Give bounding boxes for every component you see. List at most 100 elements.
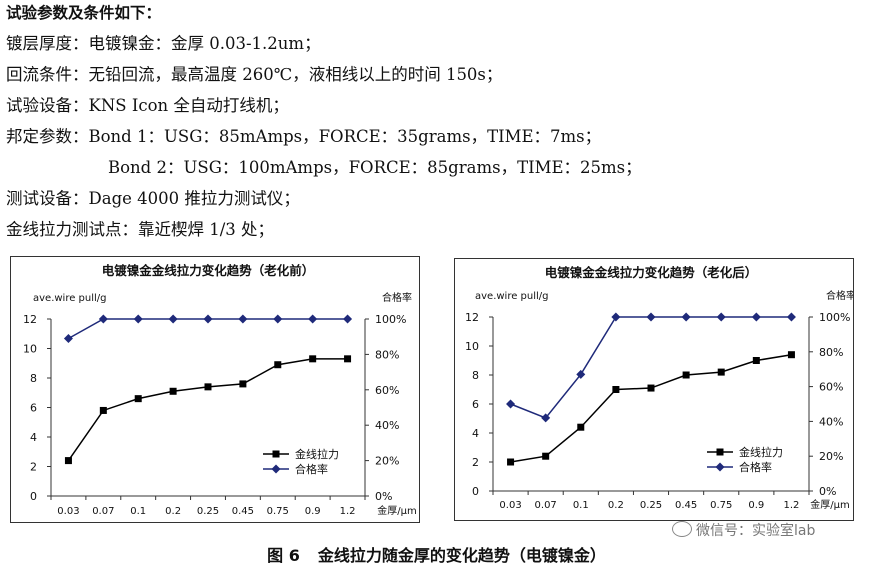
x-tick-label: 0.9 <box>305 506 321 517</box>
data-point-series-2 <box>273 314 283 324</box>
y-tick-label: 12 <box>465 311 479 324</box>
text-line-reflow: 回流条件：无铅回流，最高温度 260℃，液相线以上的时间 150s； <box>6 65 503 84</box>
y-tick-label: 0 <box>30 490 37 503</box>
x-tick-label: 0.07 <box>92 506 114 517</box>
chart-after-aging-svg: 电镀镍金金线拉力变化趋势（老化后） ave.wire pull/g 合格率 0 2 4 6 8… <box>465 265 853 511</box>
x-tick-label: 0.75 <box>710 500 732 511</box>
y2-axis-label: 合格率 <box>826 289 853 302</box>
y2-tick-label: 60% <box>375 384 399 397</box>
y-tick-label: 0 <box>472 485 479 498</box>
legend-marker <box>715 462 725 472</box>
data-point-series-2 <box>133 314 143 324</box>
watermark: 微信号：实验室lab <box>672 520 815 540</box>
text-line-bond2: Bond 2：USG：100mAmps，FORCE：85grams，TIME：2… <box>108 158 642 177</box>
wechat-logo-icon <box>672 521 692 537</box>
chart-before-aging: 电镀镍金金线拉力变化趋势（老化前） ave.wire pull/g 合格率 0 2 4 6 8… <box>10 256 420 523</box>
watermark-text: 微信号：实验室lab <box>696 523 816 539</box>
y-tick-label: 10 <box>23 343 37 356</box>
y2-tick-label: 0% <box>375 490 392 503</box>
data-point-series-1 <box>682 371 690 379</box>
data-point-series-1 <box>239 380 247 388</box>
y-tick-label: 8 <box>30 372 37 385</box>
data-point-series-2 <box>786 312 796 322</box>
data-point-series-1 <box>274 361 282 369</box>
y2-tick-label: 100% <box>375 313 406 326</box>
data-point-series-1 <box>99 406 107 414</box>
y2-tick-label: 20% <box>375 455 399 468</box>
data-point-series-2 <box>168 314 178 324</box>
data-point-series-1 <box>717 368 725 376</box>
legend-label: 金线拉力 <box>739 445 783 459</box>
legend-label: 合格率 <box>739 460 772 474</box>
data-point-series-1 <box>309 355 317 363</box>
data-point-series-1 <box>344 355 352 363</box>
legend-label: 合格率 <box>295 462 328 476</box>
chart-title: 电镀镍金金线拉力变化趋势（老化前） <box>102 263 315 278</box>
legend-marker <box>271 464 281 474</box>
data-point-series-2 <box>238 314 248 324</box>
x-tick-label: 0.25 <box>197 506 219 517</box>
x-tick-label: 1.2 <box>340 506 356 517</box>
x-tick-label: 0.2 <box>165 506 181 517</box>
text-line-test-equipment: 测试设备：Dage 4000 推拉力测试仪； <box>6 189 300 208</box>
x-tick-label: 0.75 <box>267 506 289 517</box>
figure-title: 金线拉力随金厚的变化趋势（电镀镍金） <box>317 546 606 565</box>
y-tick-label: 2 <box>472 456 479 469</box>
y-axis-label: ave.wire pull/g <box>475 291 549 302</box>
x-axis-label: 金厚/μm <box>810 498 849 511</box>
x-tick-label: 0.45 <box>675 500 697 511</box>
data-point-series-1 <box>752 357 760 364</box>
text-line-bond1: 邦定参数：Bond 1：USG：85mAmps，FORCE：35grams，TI… <box>6 127 602 146</box>
y-tick-label: 2 <box>30 461 37 474</box>
data-point-series-1 <box>134 395 142 403</box>
x-tick-label: 0.2 <box>608 500 624 511</box>
x-tick-label: 0.9 <box>748 500 764 511</box>
y-tick-label: 8 <box>472 369 479 382</box>
x-tick-label: 0.07 <box>535 500 557 511</box>
data-point-series-2 <box>506 399 516 409</box>
y2-axis-label: 合格率 <box>382 291 412 304</box>
legend-marker <box>716 448 724 456</box>
y-tick-label: 6 <box>472 398 479 411</box>
figure-number: 图 6 <box>267 546 300 565</box>
chart-before-aging-svg: 电镀镍金金线拉力变化趋势（老化前） ave.wire pull/g 合格率 0 2 4 6 8… <box>23 263 417 517</box>
x-tick-label: 0.25 <box>640 500 662 511</box>
y-tick-label: 10 <box>465 340 479 353</box>
x-tick-label: 0.03 <box>499 500 521 511</box>
data-point-series-1 <box>542 452 550 460</box>
data-point-series-2 <box>576 369 586 379</box>
data-point-series-1 <box>787 351 795 359</box>
figure-caption: 图 6 金线拉力随金厚的变化趋势（电镀镍金） <box>0 542 873 566</box>
data-point-series-1 <box>612 386 620 393</box>
data-point-series-1 <box>204 383 212 391</box>
y2-tick-label: 80% <box>375 348 399 361</box>
data-point-series-1 <box>577 423 585 431</box>
data-point-series-1 <box>647 384 655 392</box>
text-line-equipment: 试验设备：KNS Icon 全自动打线机； <box>6 96 289 115</box>
data-point-series-1 <box>507 458 515 466</box>
y2-tick-label: 0% <box>819 485 836 498</box>
y-axis-label: ave.wire pull/g <box>33 293 107 304</box>
data-point-series-2 <box>343 314 353 324</box>
data-point-series-2 <box>681 312 691 322</box>
data-point-series-1 <box>169 387 177 395</box>
data-point-series-2 <box>716 312 726 322</box>
series-line-1 <box>67 358 348 462</box>
x-tick-label: 0.1 <box>130 506 146 517</box>
data-point-series-2 <box>541 413 551 423</box>
y2-tick-label: 80% <box>819 346 843 359</box>
y-tick-label: 4 <box>472 427 479 440</box>
y2-tick-label: 40% <box>375 419 399 432</box>
y-tick-label: 6 <box>30 402 37 415</box>
data-point-series-2 <box>63 333 73 343</box>
text-line-plating-thickness: 镀层厚度：电镀镍金：金厚 0.03-1.2um； <box>6 34 321 53</box>
y2-tick-label: 100% <box>819 311 850 324</box>
x-tick-label: 0.03 <box>57 506 79 517</box>
x-tick-label: 1.2 <box>783 500 799 511</box>
series-line-2 <box>510 316 792 419</box>
x-tick-label: 0.45 <box>232 506 254 517</box>
y-tick-label: 4 <box>30 431 37 444</box>
chart-title: 电镀镍金金线拉力变化趋势（老化后） <box>545 265 758 280</box>
data-point-series-2 <box>203 314 213 324</box>
y2-tick-label: 60% <box>819 381 843 394</box>
